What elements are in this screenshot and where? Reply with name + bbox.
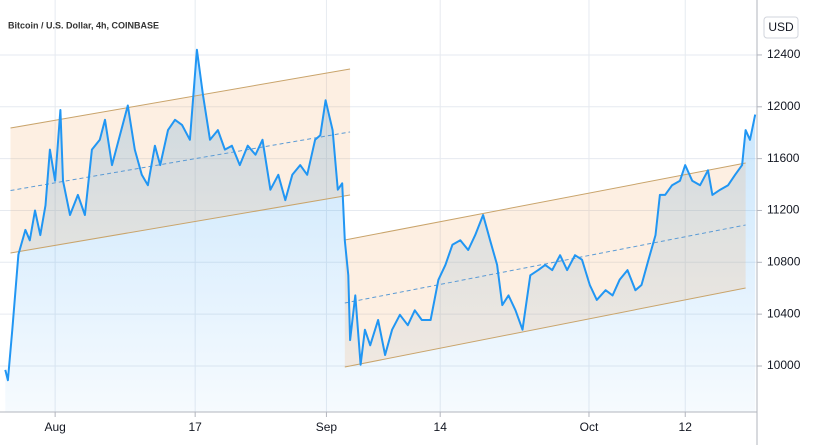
x-tick-label: Sep bbox=[316, 420, 338, 434]
price-line bbox=[4, 48, 757, 382]
plot bbox=[4, 48, 757, 413]
currency-box bbox=[763, 16, 799, 39]
x-tick-label: 17 bbox=[188, 420, 202, 434]
channel-upper bbox=[10, 68, 351, 129]
y-tick-label: 11200 bbox=[767, 203, 800, 217]
x-tick-label: Oct bbox=[580, 420, 599, 434]
y-tick-label: 11600 bbox=[767, 151, 800, 165]
x-tick-label: Aug bbox=[44, 420, 65, 434]
channel-middle bbox=[10, 131, 351, 192]
y-tick-label: 10800 bbox=[767, 254, 801, 268]
y-tick-label: 10000 bbox=[767, 358, 801, 372]
channel-fill bbox=[10, 68, 351, 253]
y-tick-label: 12000 bbox=[767, 99, 801, 113]
y-tick-label: 12400 bbox=[767, 47, 801, 61]
x-tick-label: 12 bbox=[679, 420, 693, 434]
chart-title: Bitcoin / U.S. Dollar, 4h, COINBASE bbox=[8, 20, 159, 30]
y-axis-label: USD bbox=[768, 20, 794, 34]
channel-lower bbox=[344, 287, 746, 368]
x-tick-label: 14 bbox=[434, 420, 448, 434]
y-tick-label: 10400 bbox=[767, 306, 801, 320]
channel-upper bbox=[344, 162, 746, 241]
channel-lower bbox=[10, 194, 351, 254]
price-area bbox=[5, 49, 756, 413]
